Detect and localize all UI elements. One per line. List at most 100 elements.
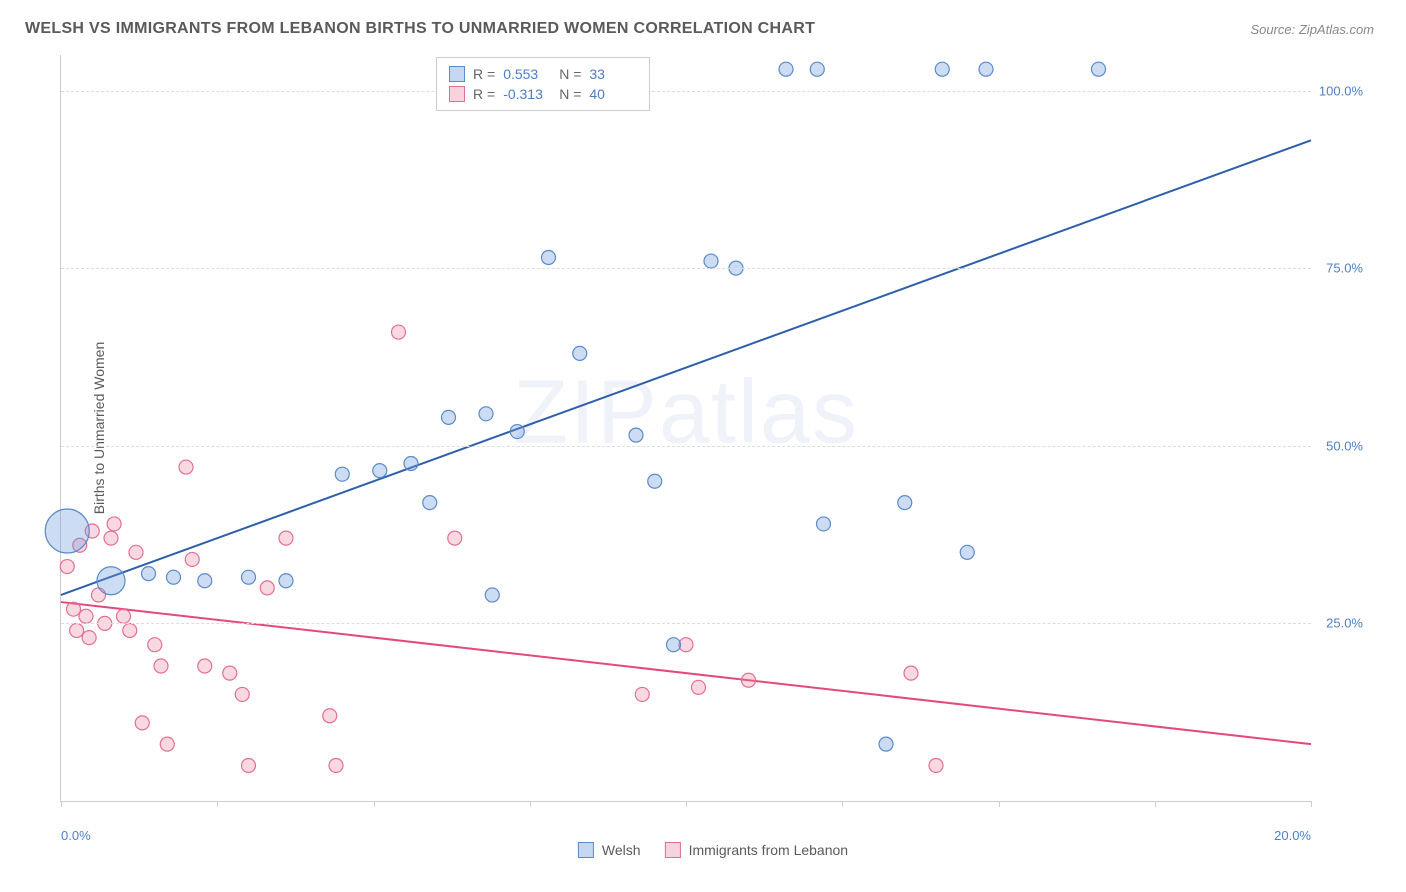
welsh-point: [629, 428, 643, 442]
lebanon-point: [392, 325, 406, 339]
x-tick-label-min: 0.0%: [61, 828, 91, 843]
welsh-point: [704, 254, 718, 268]
welsh-point: [167, 570, 181, 584]
gridline: [61, 91, 1311, 92]
welsh-point: [573, 346, 587, 360]
lebanon-point: [135, 716, 149, 730]
lebanon-point: [160, 737, 174, 751]
r-label: R =: [473, 66, 495, 82]
legend-item-welsh: Welsh: [578, 842, 641, 858]
lebanon-point: [154, 659, 168, 673]
welsh-point: [667, 638, 681, 652]
swatch-welsh-icon: [449, 66, 465, 82]
x-tick: [1311, 801, 1312, 807]
r-label: R =: [473, 86, 495, 102]
n-value-welsh: 33: [589, 66, 637, 82]
lebanon-point: [448, 531, 462, 545]
x-tick: [217, 801, 218, 807]
legend-row-welsh: R = 0.553 N = 33: [449, 64, 637, 84]
x-tick: [374, 801, 375, 807]
n-value-lebanon: 40: [589, 86, 637, 102]
lebanon-point: [60, 560, 74, 574]
welsh-point: [960, 545, 974, 559]
x-tick-label-max: 20.0%: [1274, 828, 1311, 843]
welsh-point: [242, 570, 256, 584]
lebanon-point: [223, 666, 237, 680]
welsh-point: [542, 250, 556, 264]
r-value-welsh: 0.553: [503, 66, 551, 82]
correlation-legend: R = 0.553 N = 33 R = -0.313 N = 40: [436, 57, 650, 111]
welsh-point: [97, 567, 125, 595]
lebanon-point: [123, 623, 137, 637]
welsh-point: [779, 62, 793, 76]
chart-title: WELSH VS IMMIGRANTS FROM LEBANON BIRTHS …: [20, 20, 1376, 38]
lebanon-point: [70, 623, 84, 637]
welsh-point: [142, 567, 156, 581]
x-tick: [1155, 801, 1156, 807]
r-value-lebanon: -0.313: [503, 86, 551, 102]
welsh-point: [442, 410, 456, 424]
welsh-point: [279, 574, 293, 588]
gridline: [61, 623, 1311, 624]
lebanon-point: [329, 758, 343, 772]
legend-row-lebanon: R = -0.313 N = 40: [449, 84, 637, 104]
lebanon-point: [260, 581, 274, 595]
y-tick-label: 100.0%: [1319, 83, 1363, 98]
legend-label-lebanon: Immigrants from Lebanon: [689, 842, 849, 858]
x-tick: [530, 801, 531, 807]
lebanon-point: [692, 680, 706, 694]
gridline: [61, 446, 1311, 447]
x-tick: [999, 801, 1000, 807]
x-tick: [842, 801, 843, 807]
n-label: N =: [559, 86, 581, 102]
lebanon-point: [929, 758, 943, 772]
lebanon-point: [104, 531, 118, 545]
lebanon-point: [148, 638, 162, 652]
lebanon-point: [904, 666, 918, 680]
welsh-point: [485, 588, 499, 602]
y-tick-label: 75.0%: [1326, 261, 1363, 276]
y-tick-label: 25.0%: [1326, 616, 1363, 631]
lebanon-point: [242, 758, 256, 772]
x-tick: [686, 801, 687, 807]
welsh-point: [979, 62, 993, 76]
lebanon-point: [279, 531, 293, 545]
y-tick-label: 50.0%: [1326, 438, 1363, 453]
welsh-point: [510, 425, 524, 439]
source-label: Source: ZipAtlas.com: [1250, 22, 1374, 37]
welsh-point: [404, 457, 418, 471]
welsh-point: [373, 464, 387, 478]
swatch-lebanon-icon: [665, 842, 681, 858]
swatch-lebanon-icon: [449, 86, 465, 102]
lebanon-point: [185, 552, 199, 566]
lebanon-point: [323, 709, 337, 723]
series-legend: Welsh Immigrants from Lebanon: [578, 842, 848, 858]
lebanon-point: [198, 659, 212, 673]
lebanon-point: [82, 631, 96, 645]
lebanon-point: [235, 687, 249, 701]
scatter-svg: [61, 55, 1311, 801]
welsh-point: [648, 474, 662, 488]
lebanon-point: [179, 460, 193, 474]
welsh-point: [479, 407, 493, 421]
plot-region: Births to Unmarried Women ZIPatlas R = 0…: [60, 55, 1311, 802]
welsh-point: [817, 517, 831, 531]
lebanon-point: [635, 687, 649, 701]
welsh-point: [879, 737, 893, 751]
welsh-point: [1092, 62, 1106, 76]
n-label: N =: [559, 66, 581, 82]
welsh-trendline: [61, 140, 1311, 595]
legend-item-lebanon: Immigrants from Lebanon: [665, 842, 849, 858]
welsh-point: [335, 467, 349, 481]
x-tick: [61, 801, 62, 807]
lebanon-point: [742, 673, 756, 687]
welsh-point: [423, 496, 437, 510]
lebanon-point: [107, 517, 121, 531]
lebanon-point: [67, 602, 81, 616]
chart-area: Births to Unmarried Women ZIPatlas R = 0…: [60, 55, 1366, 832]
welsh-point: [810, 62, 824, 76]
lebanon-point: [129, 545, 143, 559]
welsh-point: [198, 574, 212, 588]
welsh-point: [898, 496, 912, 510]
lebanon-point: [117, 609, 131, 623]
